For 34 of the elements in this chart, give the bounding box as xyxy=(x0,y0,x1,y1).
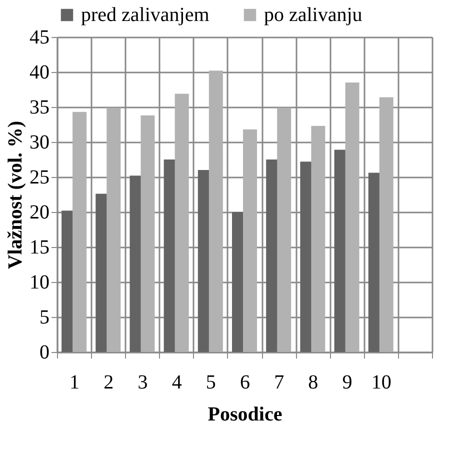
y-tick-label: 5 xyxy=(40,306,50,328)
y-tick-label: 25 xyxy=(30,166,50,188)
bar xyxy=(140,115,155,352)
bar xyxy=(72,112,87,352)
bar xyxy=(311,126,326,352)
y-tick-label: 10 xyxy=(30,272,50,294)
y-tick-label: 15 xyxy=(30,236,50,258)
x-tick-label: 10 xyxy=(371,372,392,394)
y-tick-label: 20 xyxy=(30,202,50,224)
x-tick-label: 3 xyxy=(138,372,148,394)
bar xyxy=(208,70,223,352)
legend-label: pred zalivanjem xyxy=(81,4,210,26)
y-tick-label: 40 xyxy=(30,62,50,84)
x-axis-title: Posodice xyxy=(208,404,282,426)
bar xyxy=(243,129,257,352)
bar xyxy=(345,82,360,352)
x-tick-label: 1 xyxy=(70,372,80,394)
y-axis-title: Vlažnost (vol. %) xyxy=(4,120,26,270)
bar xyxy=(277,108,292,352)
x-tick-label: 8 xyxy=(308,372,318,394)
x-tick-label: 5 xyxy=(206,372,216,394)
x-tick-label: 7 xyxy=(274,372,284,394)
y-tick-label: 35 xyxy=(30,96,50,118)
x-tick-label: 6 xyxy=(240,372,250,394)
x-tick-label: 2 xyxy=(104,372,114,394)
bar xyxy=(106,108,121,352)
x-tick-label: 4 xyxy=(172,372,182,394)
legend-label: po zalivanju xyxy=(264,4,362,26)
x-tick-label: 9 xyxy=(342,372,352,394)
y-tick-label: 0 xyxy=(40,342,50,364)
bar xyxy=(379,97,394,352)
y-tick-label: 30 xyxy=(30,132,50,154)
bar xyxy=(174,94,189,352)
y-tick-label: 45 xyxy=(30,26,50,48)
